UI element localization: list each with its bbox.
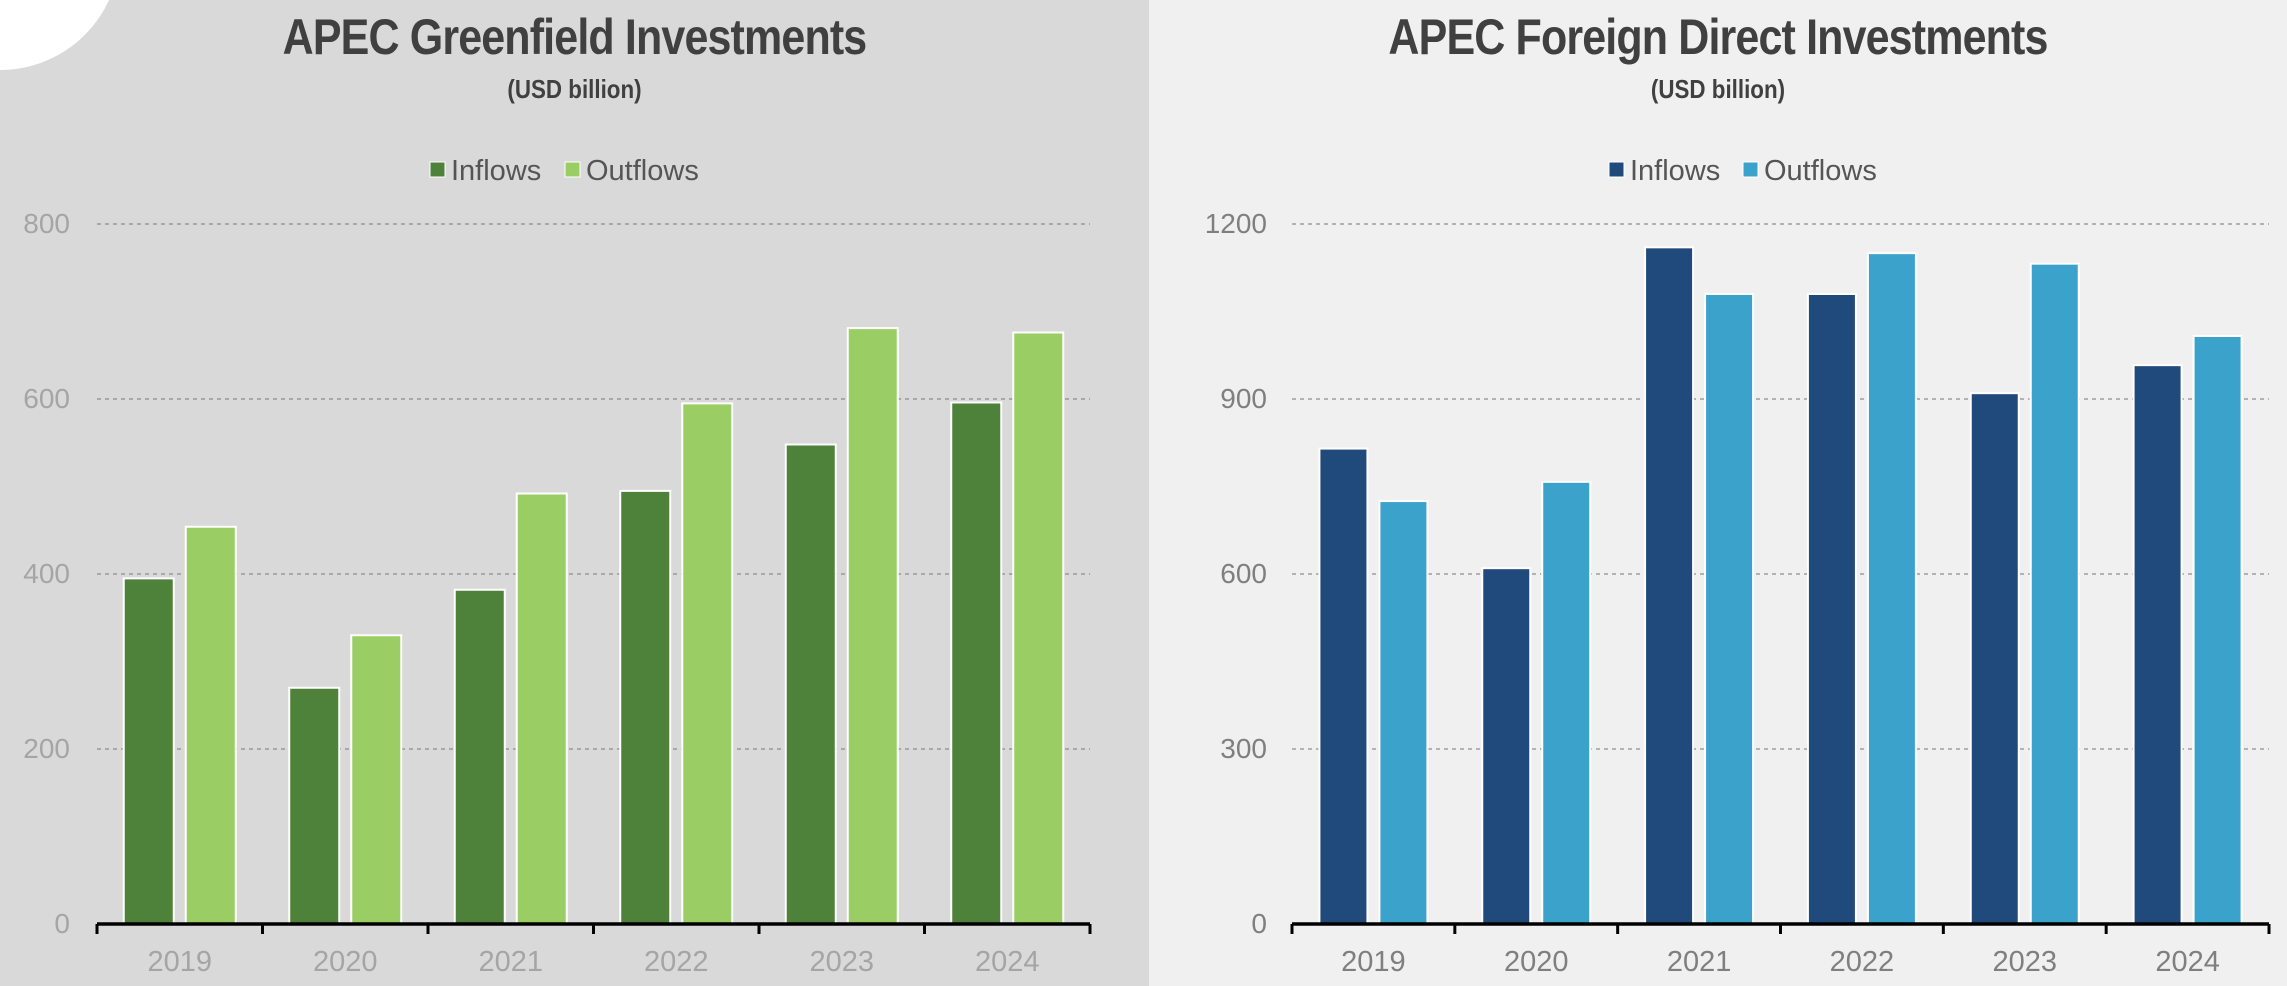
bar-outflows [515, 492, 568, 925]
bar-outflows [1012, 331, 1065, 925]
legend-label-outflows: Outflows [1764, 155, 1877, 187]
fdi-chart-panel: APEC Foreign Direct Investments (USD bil… [1149, 0, 2287, 986]
bar-outflows [184, 525, 237, 925]
bar-inflows [453, 588, 506, 925]
chart-title: APEC Greenfield Investments [282, 9, 868, 65]
bar-inflows [784, 443, 837, 925]
x-tick-label: 2021 [1667, 946, 1732, 978]
legend-swatch-inflows [429, 161, 446, 178]
chart-subtitle: (USD billion) [507, 74, 642, 104]
chart-subtitle: (USD billion) [1650, 74, 1786, 104]
x-tick-label: 2019 [147, 946, 212, 978]
bar-inflows [122, 577, 175, 925]
bar-inflows [288, 686, 341, 925]
bar-inflows [619, 489, 672, 925]
bar-inflows [2132, 364, 2183, 925]
legend-swatch-inflows [1608, 161, 1625, 178]
chart-title: APEC Foreign Direct Investments [1388, 9, 2048, 65]
bar-inflows [1318, 447, 1369, 925]
bar-outflows [1704, 293, 1755, 925]
legend-swatch-outflows [1742, 161, 1759, 178]
x-tick-label: 2022 [644, 946, 709, 978]
y-tick-label: 600 [1220, 558, 1267, 589]
legend-label-inflows: Inflows [1630, 155, 1720, 187]
x-tick-label: 2020 [313, 946, 378, 978]
bar-inflows [1481, 567, 1532, 926]
x-tick-label: 2021 [478, 946, 543, 978]
x-tick-label: 2023 [1992, 946, 2057, 978]
x-tick-label: 2019 [1341, 946, 1406, 978]
bar-outflows [2192, 335, 2243, 925]
greenfield-chart-panel: APEC Greenfield Investments (USD billion… [0, 0, 1149, 986]
legend-label-outflows: Outflows [586, 155, 699, 187]
fdi-bar-chart: 0 300 600 900 1200 2019 2020 2021 2022 2023 2024 In… [1205, 155, 2271, 978]
bar-outflows [1866, 252, 1917, 925]
greenfield-bar-chart: 0 200 400 600 800 2019 2020 2021 2022 2023 2024 Inf… [23, 155, 1092, 978]
x-tick-label: 2022 [1830, 946, 1895, 978]
y-tick-label: 800 [23, 208, 70, 239]
x-tick-label: 2023 [809, 946, 874, 978]
bar-inflows [950, 401, 1003, 925]
y-tick-label: 400 [23, 558, 70, 589]
bar-inflows [1806, 293, 1857, 925]
y-tick-label: 0 [1251, 908, 1267, 939]
bar-outflows [350, 634, 403, 925]
y-tick-label: 600 [23, 383, 70, 414]
y-tick-label: 0 [54, 908, 70, 939]
y-tick-label: 200 [23, 733, 70, 764]
bar-outflows [2029, 262, 2080, 925]
y-tick-label: 900 [1220, 383, 1267, 414]
legend-swatch-outflows [564, 161, 581, 178]
bar-outflows [681, 402, 734, 925]
y-tick-label: 300 [1220, 733, 1267, 764]
bar-outflows [846, 327, 899, 925]
bar-outflows [1378, 500, 1429, 925]
bar-outflows [1541, 480, 1592, 925]
bar-inflows [1969, 392, 2020, 925]
y-tick-label: 1200 [1205, 208, 1267, 239]
legend-label-inflows: Inflows [451, 155, 541, 187]
x-tick-label: 2024 [975, 946, 1040, 978]
bar-inflows [1644, 246, 1695, 926]
x-tick-label: 2024 [2155, 946, 2220, 978]
x-tick-label: 2020 [1504, 946, 1569, 978]
